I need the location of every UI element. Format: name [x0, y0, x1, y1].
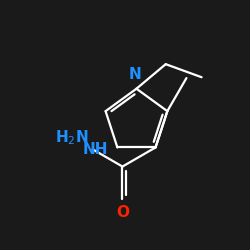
Text: N: N [128, 67, 141, 82]
Text: NH: NH [82, 142, 108, 157]
Text: H$_2$N: H$_2$N [55, 129, 89, 148]
Text: O: O [116, 205, 129, 220]
